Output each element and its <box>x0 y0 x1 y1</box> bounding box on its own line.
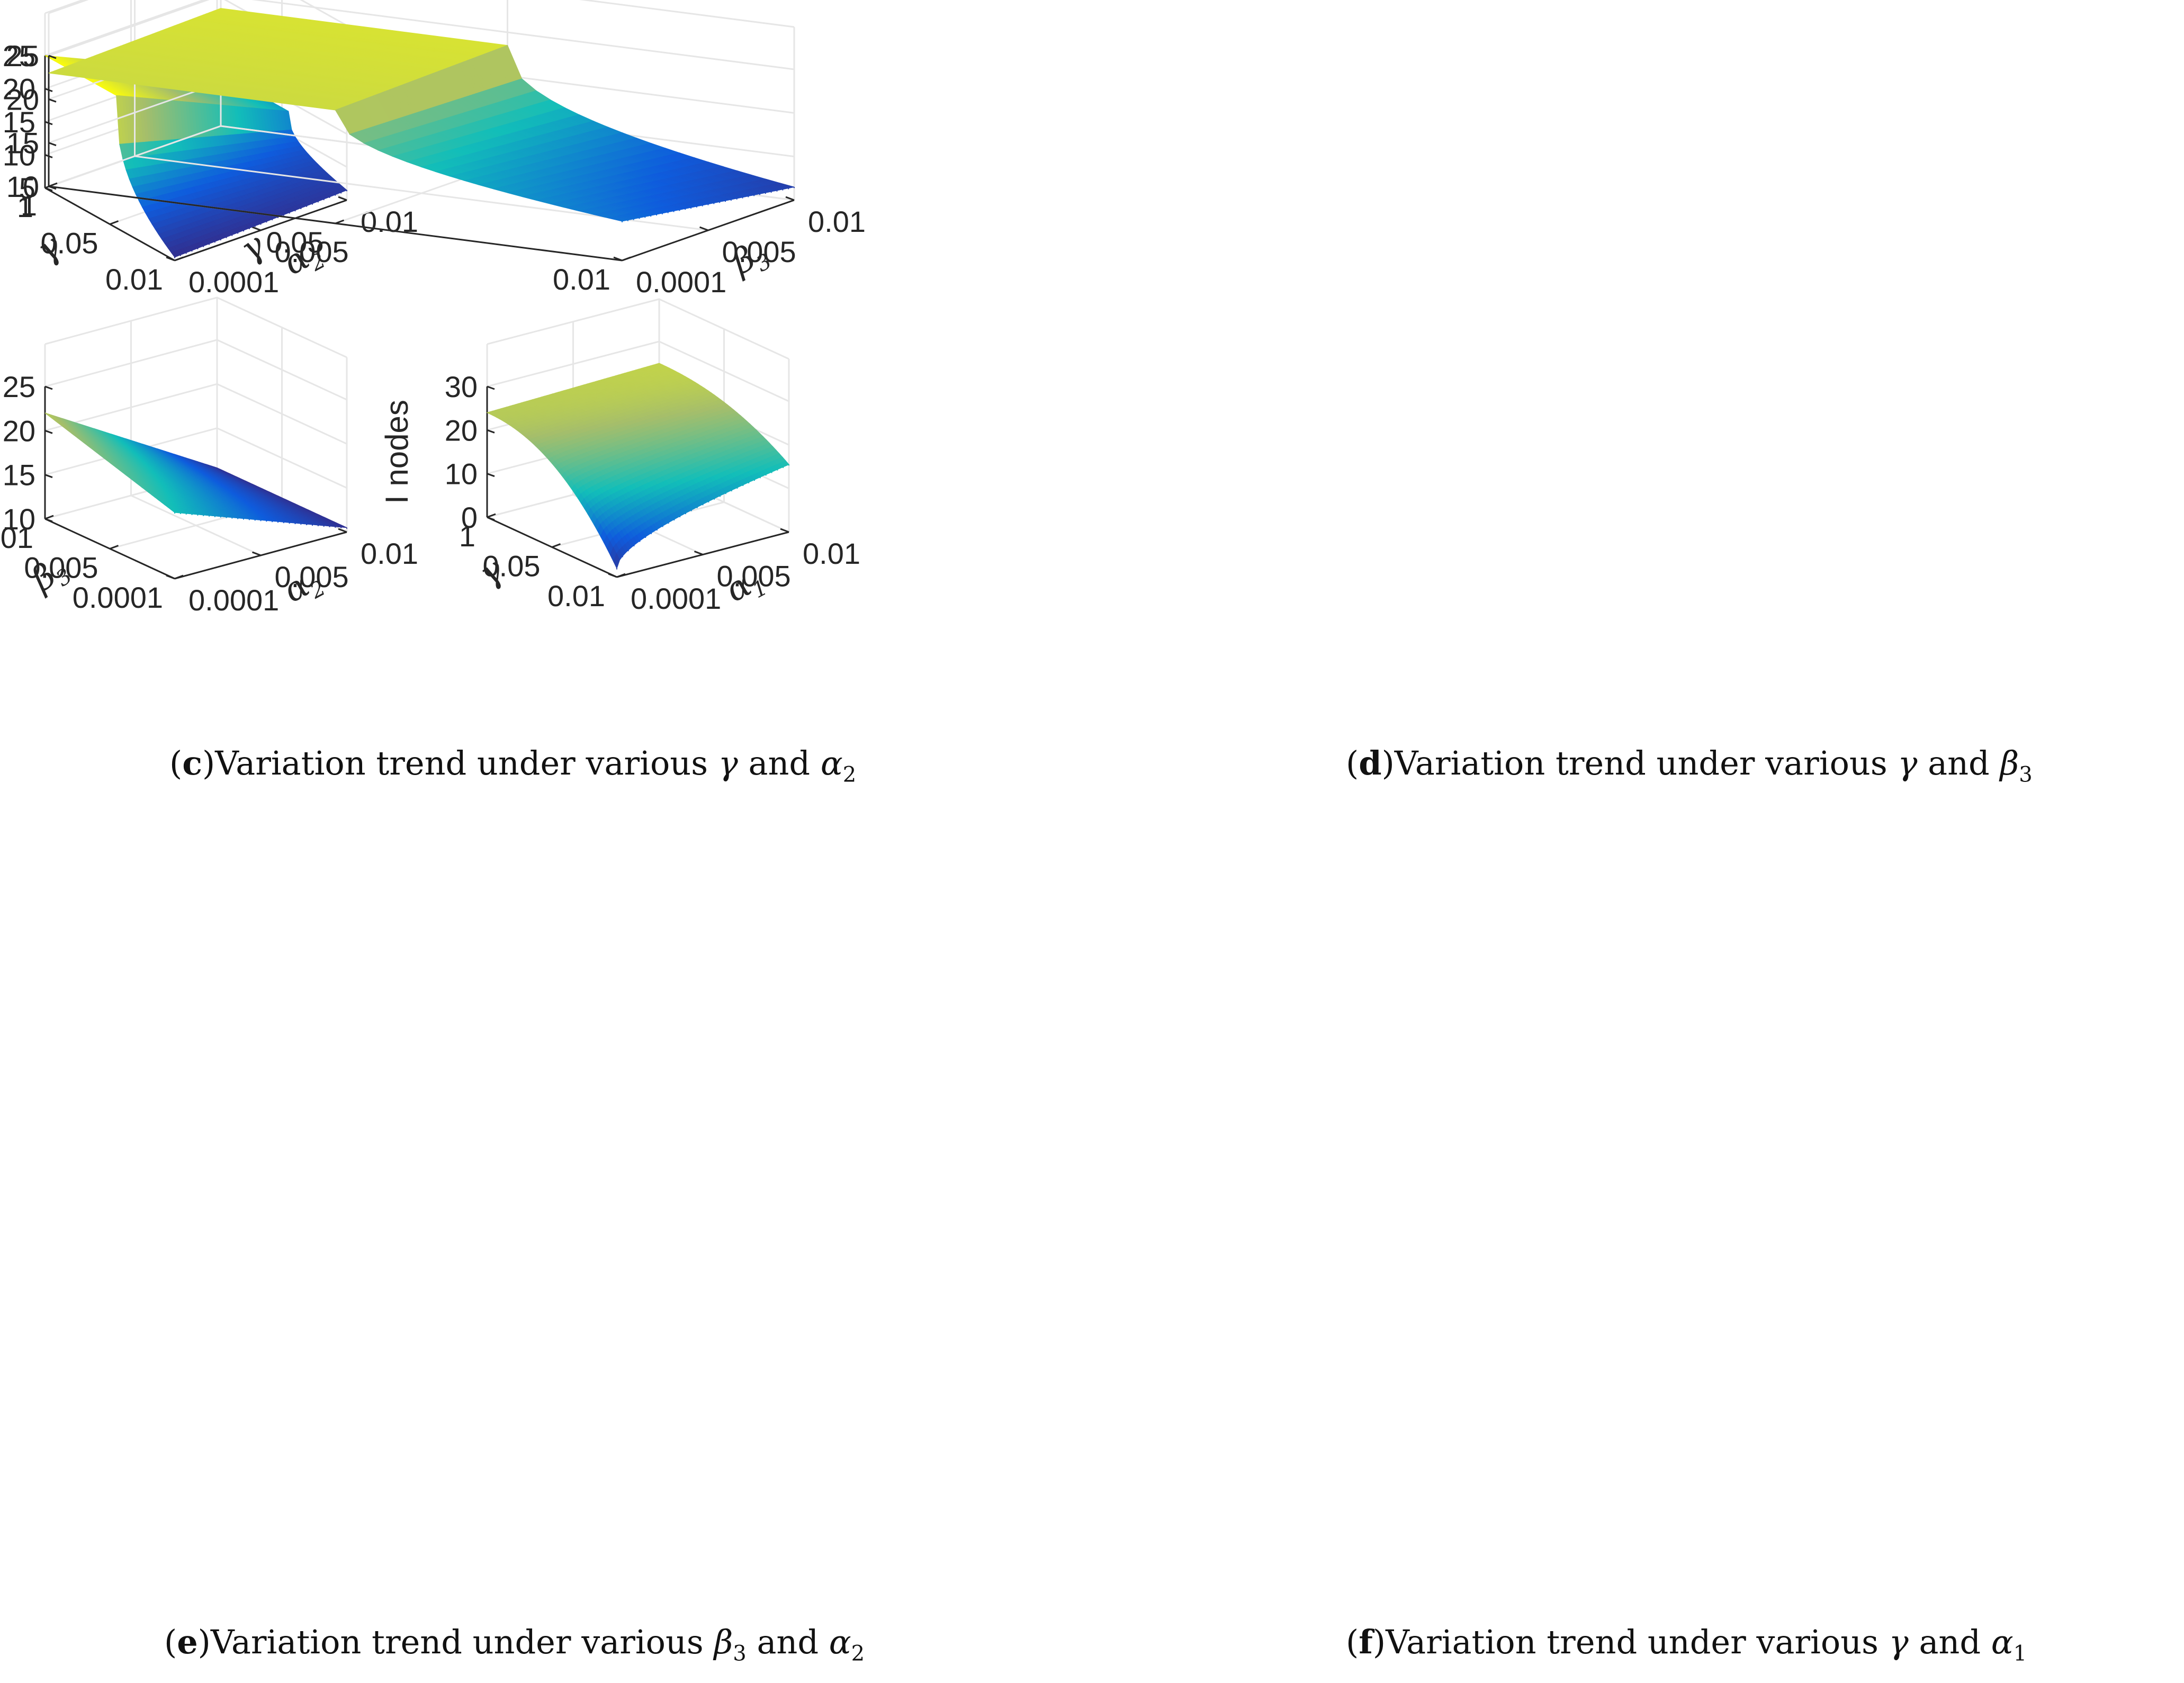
y-tick-label: 1 <box>17 190 33 223</box>
grid-line <box>44 339 347 401</box>
caption-c: (c)Variation trend under various γ and α… <box>169 744 857 787</box>
y-tick-mark <box>174 256 184 262</box>
z-tick-label: 20 <box>3 73 35 106</box>
z-tick-label: 5 <box>19 172 35 205</box>
y-tick-mark <box>335 219 345 224</box>
x-tick-mark <box>613 256 623 262</box>
z-tick-label: 25 <box>3 370 35 403</box>
grid-line <box>44 0 347 26</box>
caption-letter: c <box>182 744 202 782</box>
z-tick-label: 10 <box>3 139 35 172</box>
z-tick-mark <box>44 187 53 192</box>
z-tick-mark <box>48 142 57 147</box>
x-tick-label: 0.0001 <box>636 265 726 299</box>
surface-cell <box>170 251 178 258</box>
y-tick-label: 0.05 <box>41 227 98 260</box>
y-tick-mark <box>622 256 631 262</box>
y-tick-label: 0.01 <box>553 263 610 296</box>
x-tick-mark <box>166 256 175 262</box>
x-tick-label: 0.005 <box>722 235 796 268</box>
y-tick-label: 0.01 <box>105 263 163 296</box>
surface-plot-e: 10152025I nodes0.010.0050.0001β30.00010.… <box>0 296 418 617</box>
caption-letter: d <box>1359 744 1382 782</box>
y-tick-mark <box>109 220 119 225</box>
z-tick-mark <box>48 185 57 190</box>
grid-line <box>48 0 795 70</box>
z-tick-label: 10 <box>3 502 35 536</box>
z-tick-label: 15 <box>6 127 39 160</box>
z-tick-mark <box>44 385 53 390</box>
y-tick-mark <box>48 182 58 187</box>
z-tick-label: 25 <box>3 39 35 73</box>
x-tick-label: 0.01 <box>808 205 866 238</box>
caption-d: (d)Variation trend under various γ and β… <box>1346 744 2033 787</box>
x-tick-mark <box>338 196 347 201</box>
z-tick-mark <box>44 429 53 434</box>
z-tick-mark <box>48 98 57 103</box>
chart-panel-e: 10152025I nodes0.010.0050.0001β30.00010.… <box>0 296 1092 1683</box>
surface-plot-d: 10152025I nodes10.050.01γ0.00010.0050.01… <box>6 0 866 299</box>
z-tick-label: 10 <box>6 170 39 203</box>
z-tick-mark <box>48 55 57 59</box>
z-tick-label: 15 <box>3 105 35 139</box>
x-tick-mark <box>251 226 262 231</box>
x-tick-label: 0.0001 <box>188 265 279 299</box>
axes: 510152025I nodes10.050.01γ0.00010.0050.0… <box>3 39 418 299</box>
y-tick-label: 1 <box>21 188 37 222</box>
surface-mesh <box>48 8 795 222</box>
z-tick-label: 20 <box>6 83 39 116</box>
surface-edge <box>622 187 795 222</box>
grid-line <box>130 494 262 556</box>
z-tick-mark <box>44 474 53 479</box>
grid-line <box>44 427 347 489</box>
z-tick-label: 20 <box>3 414 35 447</box>
grid-line <box>44 383 347 445</box>
x-tick-label: 0.005 <box>275 235 349 268</box>
grid-line <box>48 0 795 28</box>
y-tick-label: 0.05 <box>266 226 324 259</box>
grid-line <box>44 296 347 358</box>
z-tick-mark <box>44 518 53 523</box>
chart-panel-d: 10152025I nodes10.050.01γ0.00010.0050.01… <box>6 0 2184 842</box>
x-tick-mark <box>785 196 795 201</box>
z-tick-label: 15 <box>3 458 35 492</box>
x-tick-mark <box>699 226 709 231</box>
surface-edge <box>174 190 347 258</box>
z-tick-label: 25 <box>6 39 39 73</box>
surface-cell <box>607 217 625 222</box>
